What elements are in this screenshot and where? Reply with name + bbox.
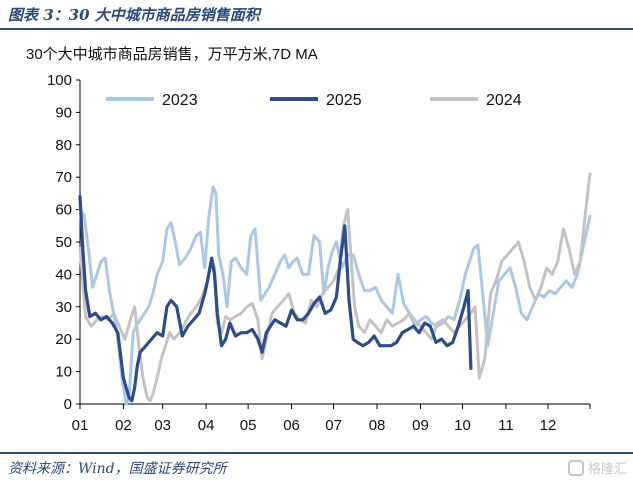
x-tick-label: 06 [283,417,300,434]
y-tick-label: 50 [55,234,72,251]
legend-label: 2025 [326,92,362,109]
series-line-2024 [78,172,592,403]
figure-header: 图表 3：30 大中城市商品房销售面积 [0,0,633,30]
chart-title: 30个大中城市商品房销售，万平方米,7D MA [26,46,318,63]
figure-title: 图表 3：30 大中城市商品房销售面积 [8,6,260,24]
y-tick-label: 30 [55,299,72,316]
x-tick-label: 07 [325,417,342,434]
y-tick-label: 70 [55,169,72,186]
figure-source: 资料来源：Wind，国盛证券研究所 [8,461,227,477]
figure-footer: 资料来源：Wind，国盛证券研究所 格隆汇 [0,452,633,483]
x-tick-label: 05 [240,417,257,434]
line-chart: 0 10 20 30 40 50 60 70 80 90 100 01 02 03 04 05 06 07 08 09… [47,72,592,434]
x-tick-label: 01 [72,417,89,434]
x-tick-label: 08 [369,417,386,434]
y-tick-label: 40 [55,266,72,283]
legend-label: 2023 [162,92,198,109]
watermark-logo-icon [567,459,584,476]
y-tick-label: 60 [55,202,72,219]
y-tick-label: 90 [55,104,72,121]
x-tick-label: 11 [498,417,514,434]
x-tick-label: 04 [198,417,215,434]
series-line-2023 [78,185,592,406]
y-tick-label: 100 [47,72,72,89]
y-tick-label: 10 [55,364,72,381]
x-tick-label: 09 [412,417,429,434]
x-tick-label: 02 [115,417,132,434]
watermark: 格隆汇 [567,458,627,477]
legend-label: 2024 [486,92,522,109]
y-tick-label: 80 [55,137,72,154]
series-line-2025 [78,195,473,403]
x-tick-label: 03 [154,417,171,434]
watermark-text: 格隆汇 [587,462,627,477]
y-tick-label: 20 [55,331,72,348]
x-tick-label: 12 [540,417,557,434]
x-tick-label: 10 [454,417,471,434]
y-tick-label: 0 [64,396,72,413]
